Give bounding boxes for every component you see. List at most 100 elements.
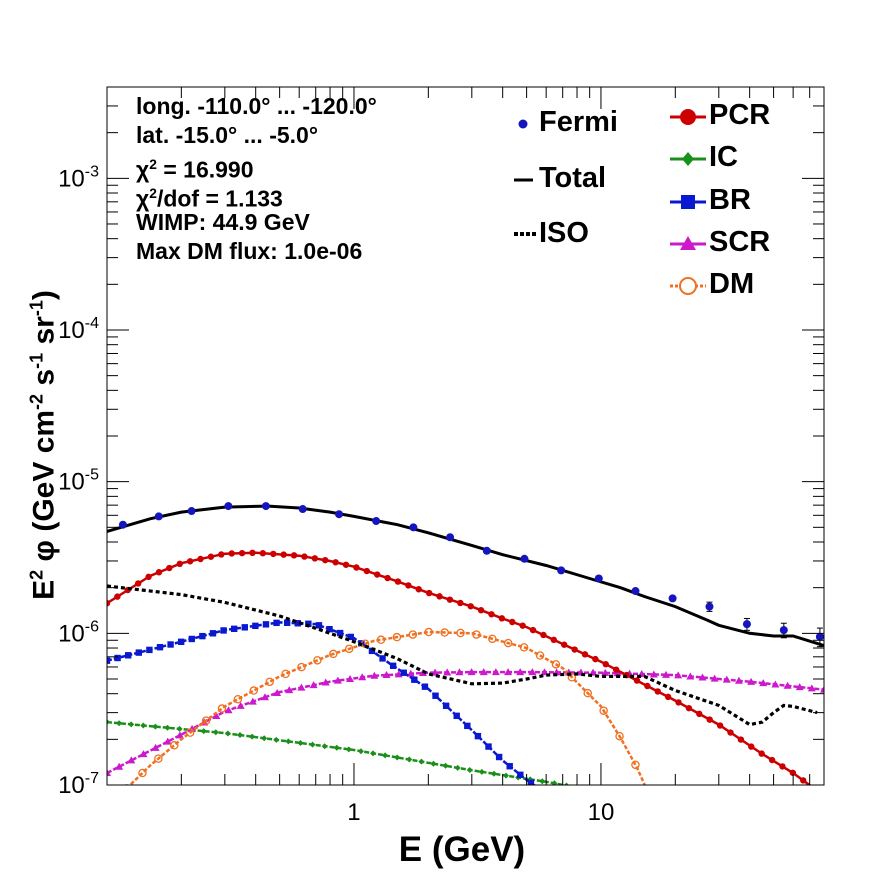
pcr-marker (602, 661, 609, 668)
dm-marker (535, 651, 545, 660)
br-marker (559, 805, 565, 811)
legend-marker-pcr (680, 109, 696, 125)
dm-marker (170, 741, 179, 750)
pcr-marker (716, 722, 724, 729)
pcr-marker (384, 574, 391, 582)
pcr-marker (592, 655, 599, 663)
pcr-marker (114, 593, 121, 600)
br-marker (347, 633, 354, 641)
scr-marker (224, 706, 233, 714)
scr-marker (734, 676, 743, 684)
legend-label-fermi: Fermi (539, 106, 618, 138)
fermi-point (118, 520, 127, 529)
pcr-marker (467, 603, 474, 610)
pcr-marker (107, 599, 111, 607)
pcr-marker (498, 615, 506, 622)
dm-marker (201, 716, 211, 725)
ic-line (107, 720, 571, 785)
y-axis-label: E2 φ (GeV cm-2 s-1 sr-1) (26, 290, 61, 600)
dm-marker (551, 660, 561, 669)
br-marker (273, 619, 280, 627)
br-marker (379, 655, 386, 662)
legend-label-dm: DM (709, 268, 755, 300)
scr-marker (285, 686, 294, 694)
ic-marker (176, 725, 183, 732)
scr-marker (382, 671, 391, 679)
ic-marker (297, 740, 304, 747)
scr-marker (175, 731, 184, 739)
fermi-point (631, 587, 640, 596)
scr-marker (333, 676, 342, 684)
dm-marker (583, 688, 593, 698)
ic-marker (140, 722, 147, 729)
ic-marker (418, 758, 425, 765)
ic-marker (454, 764, 461, 771)
ic-marker (116, 720, 123, 727)
pcr-marker (134, 580, 142, 587)
pcr-marker (675, 699, 682, 706)
pcr-marker (812, 784, 815, 785)
ic-marker (578, 784, 579, 785)
dm-marker (488, 634, 497, 644)
pcr-line (107, 551, 812, 785)
pcr-marker (644, 682, 651, 690)
scr-marker (443, 668, 452, 676)
dm-marker (344, 644, 354, 654)
pcr-marker (550, 636, 558, 644)
ic-marker (273, 736, 280, 743)
dm-marker (615, 731, 624, 741)
ic-marker (394, 754, 401, 761)
y-tick-label: 10-7 (58, 770, 99, 799)
ic-marker (430, 760, 437, 767)
scr-marker (151, 743, 160, 751)
pcr-marker (166, 564, 173, 572)
fermi-point (779, 626, 788, 635)
pcr-marker (322, 556, 329, 564)
br-marker (294, 620, 301, 627)
scr-marker (346, 674, 355, 682)
dm-marker (233, 694, 243, 704)
dm-marker (138, 768, 147, 778)
br-marker (389, 662, 397, 669)
pcr-marker (561, 641, 568, 648)
pcr-marker (768, 756, 776, 764)
legend-label-ic: IC (709, 141, 738, 173)
br-marker (305, 620, 312, 627)
scr-marker (455, 668, 464, 676)
scr-marker (297, 683, 306, 691)
legend-marker-br (681, 195, 695, 209)
dm-marker (249, 686, 259, 695)
br-marker (485, 743, 492, 750)
br-marker (549, 796, 555, 802)
pcr-marker (685, 704, 693, 712)
br-marker (167, 641, 174, 648)
dm-marker (599, 706, 608, 715)
pcr-marker (228, 550, 235, 557)
pcr-marker (311, 555, 319, 562)
scr-marker (248, 697, 257, 705)
pcr-marker (436, 593, 443, 600)
pcr-marker (373, 571, 381, 578)
fermi-point (187, 507, 196, 516)
pcr-marker (238, 549, 246, 557)
legend-marker-ic (682, 152, 694, 166)
scr-marker (674, 671, 683, 679)
pcr-marker (186, 558, 194, 565)
ic-marker (212, 729, 219, 736)
scr-marker (406, 669, 415, 677)
br-marker (517, 771, 524, 779)
pcr-marker (280, 551, 287, 558)
y-tick-label: 10-5 (58, 467, 99, 496)
scr-marker (358, 673, 367, 681)
scr-marker (370, 671, 379, 679)
pcr-marker (727, 729, 734, 736)
dm-marker (631, 760, 640, 770)
pcr-marker (779, 763, 786, 770)
pcr-marker (332, 559, 339, 566)
br-marker (262, 621, 270, 628)
series-layer (107, 502, 824, 811)
br-marker (326, 625, 333, 633)
pcr-marker (571, 646, 578, 653)
x-tick-label: 1 (347, 799, 360, 826)
pcr-marker (207, 553, 215, 560)
